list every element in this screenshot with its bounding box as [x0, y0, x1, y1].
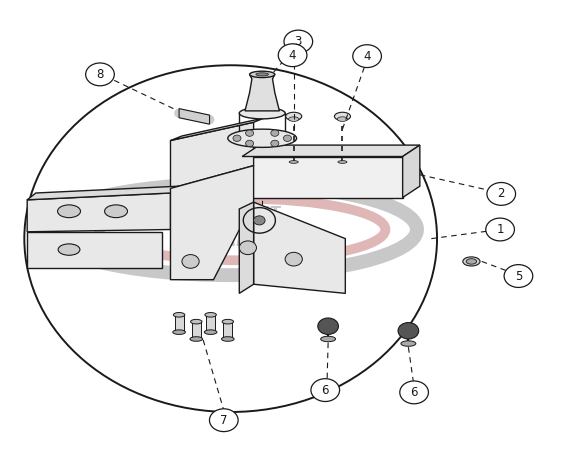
- Ellipse shape: [222, 319, 233, 324]
- Ellipse shape: [463, 257, 480, 266]
- Polygon shape: [403, 145, 420, 197]
- Polygon shape: [27, 193, 170, 232]
- Ellipse shape: [239, 133, 285, 144]
- Text: 2: 2: [498, 187, 505, 201]
- Ellipse shape: [204, 330, 217, 335]
- Text: 7: 7: [220, 414, 228, 427]
- Polygon shape: [170, 166, 253, 280]
- Circle shape: [486, 218, 514, 241]
- Ellipse shape: [467, 259, 476, 264]
- Circle shape: [283, 135, 291, 141]
- Circle shape: [253, 216, 265, 225]
- Ellipse shape: [239, 107, 285, 119]
- Circle shape: [245, 140, 253, 146]
- Circle shape: [504, 265, 533, 287]
- Polygon shape: [179, 109, 210, 124]
- Polygon shape: [239, 202, 253, 293]
- Ellipse shape: [321, 336, 336, 342]
- Circle shape: [353, 45, 381, 67]
- Ellipse shape: [249, 71, 275, 78]
- Circle shape: [285, 252, 302, 266]
- Ellipse shape: [222, 337, 234, 341]
- Text: INC: INC: [240, 221, 256, 230]
- Text: EQUIPMENT: EQUIPMENT: [180, 206, 281, 221]
- Circle shape: [400, 381, 429, 404]
- Circle shape: [284, 30, 313, 53]
- Ellipse shape: [286, 112, 302, 120]
- Circle shape: [398, 323, 419, 339]
- Bar: [223, 322, 232, 339]
- Polygon shape: [27, 232, 162, 268]
- Circle shape: [239, 241, 256, 255]
- Circle shape: [245, 130, 253, 136]
- Ellipse shape: [289, 117, 299, 121]
- Ellipse shape: [58, 205, 81, 218]
- Bar: [192, 322, 201, 339]
- Ellipse shape: [58, 244, 80, 255]
- Ellipse shape: [191, 319, 202, 324]
- Ellipse shape: [401, 341, 416, 346]
- Bar: [206, 315, 215, 332]
- Polygon shape: [242, 145, 420, 157]
- Ellipse shape: [173, 313, 185, 317]
- Circle shape: [182, 255, 199, 268]
- Polygon shape: [245, 74, 279, 111]
- Text: 4: 4: [289, 49, 296, 62]
- Polygon shape: [170, 122, 253, 189]
- Text: 5: 5: [515, 269, 522, 283]
- Polygon shape: [253, 202, 346, 293]
- Circle shape: [278, 44, 307, 67]
- Circle shape: [311, 379, 340, 402]
- Text: SPECIALISTS: SPECIALISTS: [176, 234, 285, 249]
- Ellipse shape: [256, 73, 268, 76]
- Circle shape: [487, 183, 516, 205]
- Circle shape: [271, 140, 279, 146]
- Ellipse shape: [338, 161, 347, 163]
- Ellipse shape: [205, 313, 217, 317]
- Ellipse shape: [289, 161, 298, 163]
- Circle shape: [318, 318, 339, 335]
- Ellipse shape: [173, 330, 185, 335]
- Text: 3: 3: [295, 35, 302, 48]
- Text: 1: 1: [497, 223, 504, 236]
- Polygon shape: [27, 186, 179, 200]
- Ellipse shape: [190, 337, 203, 341]
- Polygon shape: [242, 157, 403, 197]
- Text: 6: 6: [410, 386, 418, 399]
- Circle shape: [233, 135, 241, 141]
- Text: 8: 8: [96, 68, 104, 81]
- Circle shape: [86, 63, 114, 86]
- Ellipse shape: [228, 129, 297, 147]
- Ellipse shape: [335, 112, 350, 120]
- Polygon shape: [170, 118, 265, 140]
- Bar: [175, 315, 184, 332]
- Ellipse shape: [105, 205, 127, 218]
- Circle shape: [210, 409, 238, 431]
- Ellipse shape: [338, 117, 347, 121]
- Text: 6: 6: [321, 384, 329, 397]
- Text: 4: 4: [363, 50, 371, 62]
- Circle shape: [271, 130, 279, 136]
